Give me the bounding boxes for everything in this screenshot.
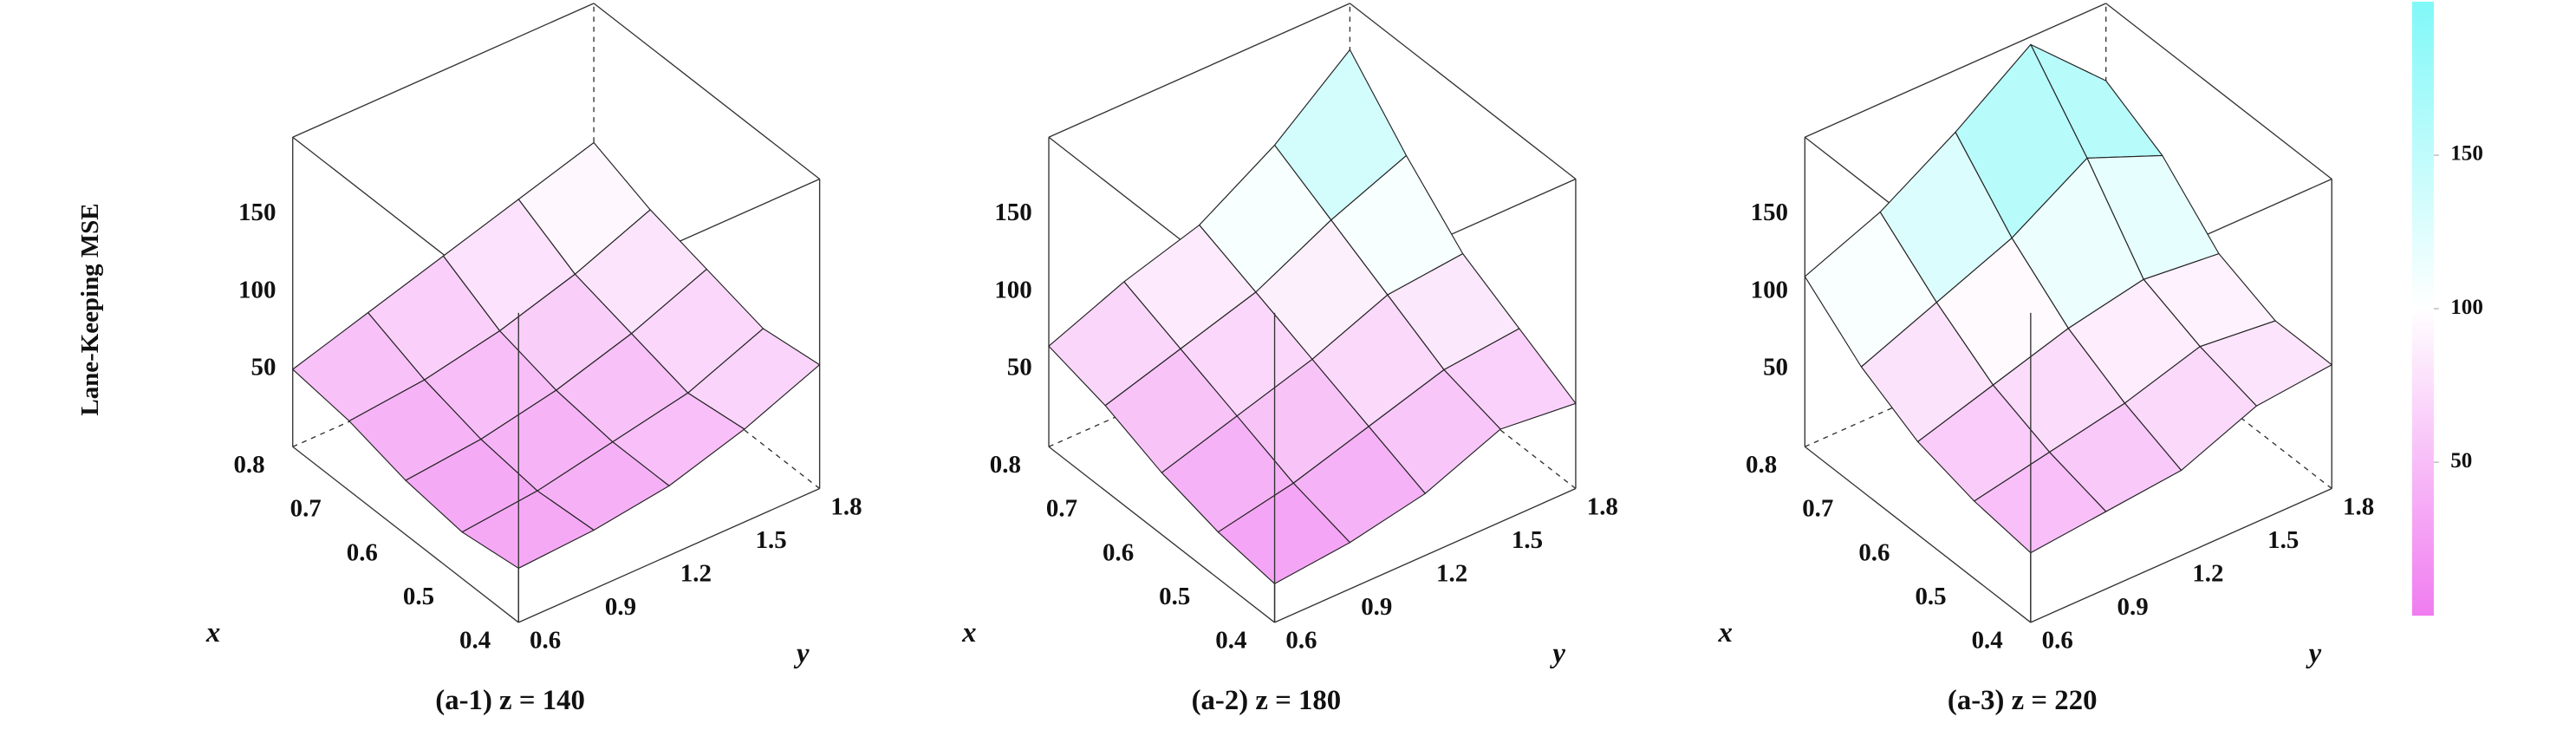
box-edge [1804, 446, 2032, 623]
x-tick-label: 0.7 [1802, 495, 1833, 523]
box-edge [1274, 487, 1577, 623]
box-edge [1048, 3, 1350, 138]
surface-patch [1217, 482, 1350, 584]
box-edge [292, 3, 595, 138]
x-tick-label: 0.6 [1103, 538, 1134, 566]
y-tick-label: 1.8 [1587, 492, 1618, 520]
y-tick-label: 0.9 [2117, 593, 2148, 621]
y-axis-label: y [793, 638, 810, 669]
box-edge [1349, 3, 1577, 180]
x-tick-label: 0.4 [1215, 627, 1246, 655]
y-tick-label: 1.2 [680, 560, 712, 588]
box-edge [2105, 3, 2332, 180]
box-edge [292, 446, 519, 623]
x-tick-label: 0.6 [347, 538, 378, 566]
y-tick-label: 1.5 [756, 526, 787, 554]
x-tick-label: 0.7 [290, 495, 322, 523]
x-tick-label: 0.7 [1046, 495, 1077, 523]
box-edge [2030, 487, 2332, 623]
y-tick-label: 1.2 [1436, 560, 1467, 588]
y-tick-label: 1.8 [830, 492, 862, 520]
z-tick-label: 150 [1751, 199, 1788, 226]
x-tick-label: 0.6 [1858, 538, 1890, 566]
box-edge [593, 3, 821, 180]
z-tick-label: 100 [238, 276, 276, 303]
z-tick-label: 150 [994, 199, 1031, 226]
box-edge [1048, 446, 1275, 623]
x-tick-label: 0.5 [1915, 583, 1946, 610]
x-axis-label: x [961, 617, 976, 649]
z-tick-label: 100 [1751, 276, 1788, 303]
box-edge [1805, 3, 2106, 138]
z-tick-label: 50 [1007, 354, 1032, 381]
y-tick-label: 1.5 [2267, 526, 2299, 554]
colorbar-tick-label: 50 [2450, 449, 2472, 473]
chart-title: (a-1) z = 140 [435, 685, 585, 716]
x-axis-label: x [1717, 617, 1732, 649]
x-tick-label: 0.8 [1746, 451, 1777, 479]
surface-patch [461, 490, 595, 570]
y-tick-label: 1.5 [1512, 526, 1543, 554]
colorbar [2411, 1, 2434, 616]
y-tick-label: 1.2 [2192, 560, 2223, 588]
x-tick-label: 0.8 [233, 451, 264, 479]
y-tick-label: 0.6 [1285, 627, 1317, 655]
y-tick-label: 0.9 [605, 593, 636, 621]
y-tick-label: 0.6 [530, 627, 561, 655]
x-tick-label: 0.5 [403, 583, 434, 610]
z-axis-label: Lane-Keeping MSE [76, 203, 104, 415]
z-tick-label: 150 [238, 199, 276, 226]
chart-title: (a-3) z = 220 [1948, 685, 2098, 716]
z-tick-label: 50 [1763, 354, 1788, 381]
y-tick-label: 0.9 [1361, 593, 1392, 621]
z-tick-label: 50 [250, 354, 276, 381]
surface-patch [1974, 451, 2107, 554]
chart-title: (a-2) z = 180 [1192, 685, 1342, 716]
colorbar-tick-label: 150 [2450, 142, 2483, 166]
x-tick-label: 0.5 [1159, 583, 1190, 610]
y-tick-label: 1.8 [2343, 492, 2374, 520]
y-axis-label: y [1549, 638, 1565, 669]
box-edge [517, 487, 820, 623]
z-tick-label: 100 [994, 276, 1031, 303]
y-tick-label: 0.6 [2042, 627, 2073, 655]
x-tick-label: 0.4 [1972, 627, 2003, 655]
x-tick-label: 0.4 [459, 627, 491, 655]
y-axis-label: y [2306, 638, 2322, 669]
x-axis-label: x [205, 617, 220, 649]
x-tick-label: 0.8 [990, 451, 1021, 479]
colorbar-tick-label: 100 [2450, 296, 2483, 319]
